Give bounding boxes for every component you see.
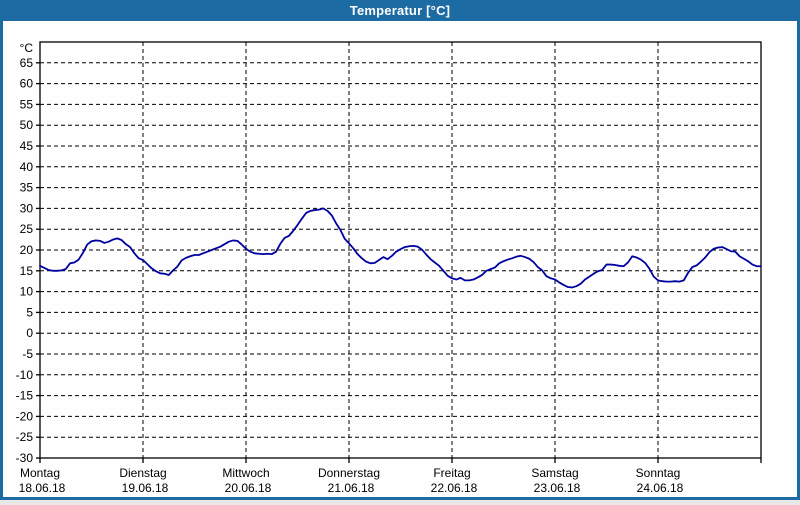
x-date-label: 18.06.18 — [19, 481, 66, 495]
y-tick-label: -25 — [16, 430, 34, 444]
y-tick-label: 5 — [26, 305, 33, 319]
y-axis-unit-label: °C — [20, 41, 34, 55]
temperature-chart: -30 -25 -20 -15 -10 -5 0 5 10 15 20 25 30 35 40 45 50 55 6… — [16, 41, 762, 495]
y-tick-label: 10 — [20, 285, 34, 299]
y-tick-label: 30 — [20, 201, 34, 215]
window-title: Temperatur [°C] — [349, 3, 451, 18]
y-tick-label: 65 — [20, 56, 34, 70]
y-tick-label: -15 — [16, 389, 34, 403]
y-tick-label: 50 — [20, 118, 34, 132]
x-day-label: Samstag — [531, 466, 578, 480]
y-tick-label: 35 — [20, 181, 34, 195]
x-day-label: Freitag — [433, 466, 470, 480]
y-tick-label: 40 — [20, 160, 34, 174]
y-tick-label: -20 — [16, 409, 34, 423]
x-date-label: 22.06.18 — [431, 481, 478, 495]
y-tick-label: 45 — [20, 139, 34, 153]
x-date-label: 20.06.18 — [225, 481, 272, 495]
temperature-line — [39, 207, 762, 289]
x-day-label: Mittwoch — [222, 466, 269, 480]
x-date-label: 23.06.18 — [534, 481, 581, 495]
x-date-label: 21.06.18 — [328, 481, 375, 495]
x-day-label: Donnerstag — [318, 466, 380, 480]
x-day-label: Montag — [20, 466, 60, 480]
y-tick-label: 25 — [20, 222, 34, 236]
y-tick-label: 0 — [26, 326, 33, 340]
x-date-label: 19.06.18 — [122, 481, 169, 495]
window-title-bar: Temperatur [°C] — [3, 0, 797, 21]
x-day-label: Sonntag — [636, 466, 681, 480]
chart-area: -30 -25 -20 -15 -10 -5 0 5 10 15 20 25 30 35 40 45 50 55 6… — [0, 21, 800, 500]
x-date-label: 24.06.18 — [637, 481, 684, 495]
y-tick-label: 20 — [20, 243, 34, 257]
y-tick-label: 55 — [20, 97, 34, 111]
y-tick-label: -5 — [22, 347, 33, 361]
y-tick-label: 60 — [20, 77, 34, 91]
y-tick-label: -30 — [16, 451, 34, 465]
y-tick-label: -10 — [16, 368, 34, 382]
x-day-label: Dienstag — [119, 466, 166, 480]
y-tick-label: 15 — [20, 264, 34, 278]
